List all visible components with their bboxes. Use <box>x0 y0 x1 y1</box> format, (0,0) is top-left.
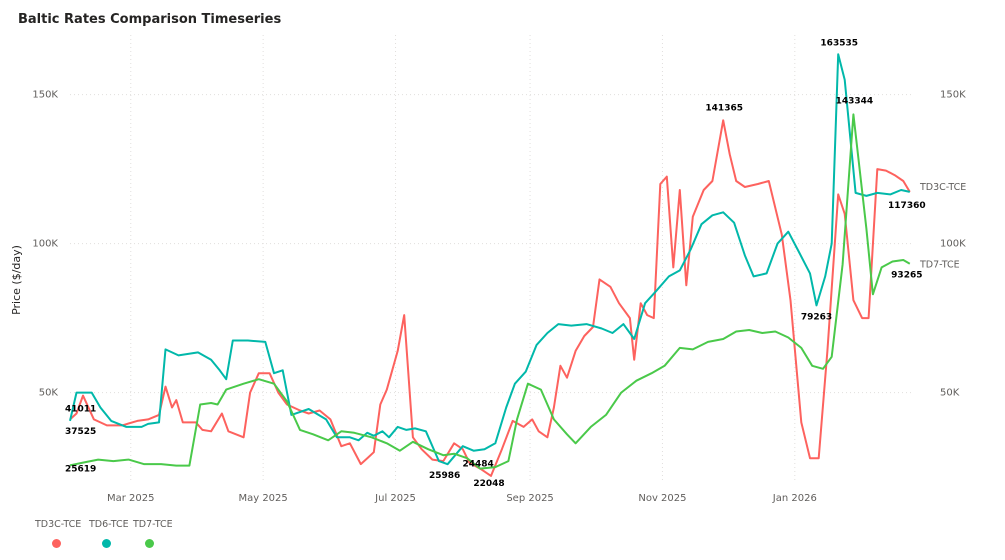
chart-title: Baltic Rates Comparison Timeseries <box>18 12 282 27</box>
legend-item-td3c[interactable]: TD3C-TCE <box>35 519 82 548</box>
legend-dot-icon <box>145 539 154 548</box>
data-label: 93265 <box>891 271 922 281</box>
data-labels: TD3C-TCE TD7-TCE 41011 37525 25619 2598624484… <box>65 38 966 489</box>
y-tick-label-right: 100K <box>940 239 966 250</box>
legend-label-td7: TD7-TCE <box>133 519 173 530</box>
y-tick-label: 50K <box>39 388 59 399</box>
legend-item-td6[interactable]: TD6-TCE <box>89 519 129 548</box>
x-tick-label: Mar 2025 <box>107 493 155 504</box>
legend-item-td7[interactable]: TD7-TCE <box>133 519 173 548</box>
y-tick-label-right: 150K <box>940 90 966 101</box>
data-label: 25986 <box>429 471 460 481</box>
data-label: 117360 <box>888 201 926 211</box>
y-axis-label: Price ($/day) <box>10 245 23 315</box>
x-tick-label: Jan 2026 <box>772 493 817 504</box>
series-end-label: TD3C-TCE <box>919 182 966 193</box>
y-tick-label: 150K <box>32 90 58 101</box>
data-label: 25619 <box>65 464 96 474</box>
data-label: 37525 <box>65 427 96 437</box>
x-tick-label: Nov 2025 <box>638 493 686 504</box>
series-line-td3c-tce <box>69 119 911 477</box>
data-label: 163535 <box>820 38 858 48</box>
legend-dot-icon <box>52 539 61 548</box>
data-label: 79263 <box>801 312 832 322</box>
legend-label-td6: TD6-TCE <box>89 519 129 530</box>
series-line-td7-tce <box>69 113 911 470</box>
axis-ticks: 50K 50K 100K 100K 150K 150K Mar 2025 May 2025 Ju… <box>32 90 966 504</box>
series-lines <box>69 53 911 477</box>
x-tick-label: May 2025 <box>238 493 287 504</box>
y-tick-label: 100K <box>32 239 58 250</box>
legend-dot-icon <box>102 539 111 548</box>
y-tick-label-right: 50K <box>940 388 960 399</box>
data-label: 22048 <box>473 479 504 489</box>
series-line-td6-tce <box>69 53 911 466</box>
x-tick-label: Sep 2025 <box>506 493 553 504</box>
series-end-label: TD7-TCE <box>919 260 960 271</box>
x-tick-label: Jul 2025 <box>374 493 416 504</box>
data-label: 141365 <box>705 103 743 113</box>
data-label: 41011 <box>65 404 96 414</box>
legend-label-td3c: TD3C-TCE <box>35 519 82 530</box>
data-label: 143344 <box>836 96 874 106</box>
grid-lines <box>70 35 912 482</box>
legend: TD3C-TCE TD6-TCE TD7-TCE <box>35 519 235 559</box>
data-label: 24484 <box>462 460 493 470</box>
